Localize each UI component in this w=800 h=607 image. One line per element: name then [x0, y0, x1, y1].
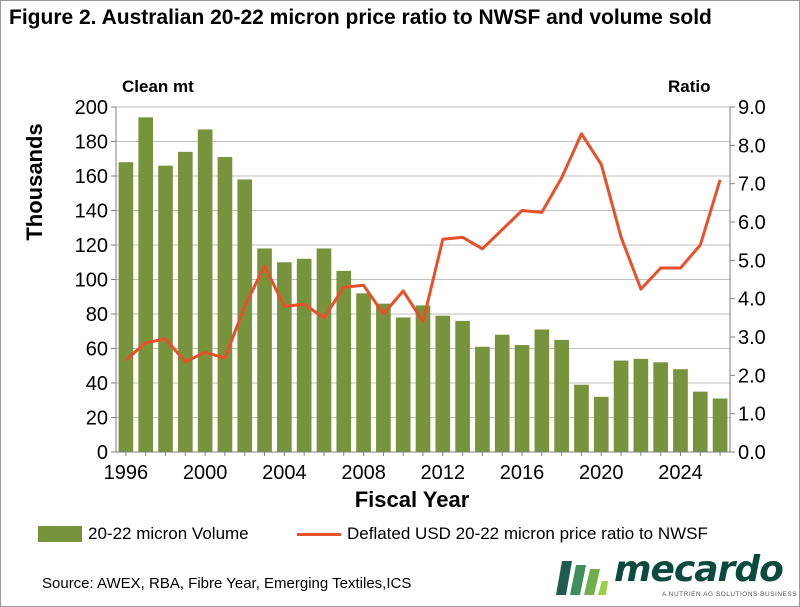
right-tick-label: 2.0	[738, 365, 766, 387]
right-axis-ticks: 0.0 1.0 2.0 3.0 4.0 5.0 6.0 7.0 8.0 9.0	[730, 97, 766, 464]
mecardo-wordmark: mecardo	[614, 549, 784, 590]
volume-bar-2016	[514, 345, 530, 452]
volume-bar-2014	[475, 346, 490, 452]
volume-bar-2003	[257, 248, 272, 452]
volume-bar-2011	[415, 305, 431, 452]
volume-bar-2015	[494, 334, 510, 452]
volume-bar-1999	[177, 151, 193, 452]
volume-bar-2024	[673, 369, 688, 452]
volume-bar-1998	[158, 165, 173, 452]
left-tick-label: 80	[86, 304, 108, 326]
left-axis-ticks: 0 20 40 60 80 100 120 140 160 180 200	[75, 97, 116, 464]
volume-bar-2017	[534, 329, 550, 452]
volume-bar-1997	[138, 117, 154, 452]
legend-swatch-ratio	[297, 532, 341, 536]
volume-bar-2002	[237, 179, 253, 452]
volume-bar-2007	[336, 270, 352, 452]
x-tick-label: 2004	[262, 462, 307, 484]
ratio-line	[124, 132, 722, 364]
right-axis-unit-label: Ratio	[668, 77, 711, 96]
volume-bar-2012	[435, 315, 451, 452]
x-tick-label: 2000	[183, 462, 228, 484]
legend-item-volume: 20-22 micron Volume	[38, 524, 249, 544]
x-tick-label: 2016	[500, 462, 545, 484]
right-tick-label: 1.0	[738, 404, 766, 426]
source-note: Source: AWEX, RBA, Fibre Year, Emerging …	[42, 575, 412, 592]
volume-bar-2018	[554, 339, 569, 452]
left-tick-label: 200	[75, 97, 108, 119]
volume-bar-2019	[574, 384, 589, 452]
volume-bar-2021	[613, 360, 629, 452]
left-tick-label: 40	[86, 373, 108, 395]
chart-title: Figure 2. Australian 20-22 micron price …	[9, 6, 712, 29]
volume-bar-2001	[217, 157, 233, 452]
x-axis-title: Fiscal Year	[354, 487, 470, 512]
legend-item-ratio: Deflated USD 20-22 micron price ratio to…	[297, 524, 708, 544]
mecardo-tagline: A NUTRIEN AG SOLUTIONS BUSINESS	[662, 591, 798, 598]
left-axis-unit-label: Clean mt	[122, 77, 194, 96]
volume-bar-2023	[653, 362, 669, 452]
mecardo-logo-icon	[556, 561, 608, 595]
right-tick-label: 8.0	[738, 135, 766, 157]
left-tick-label: 160	[75, 166, 108, 188]
left-tick-label: 120	[75, 235, 108, 257]
x-tick-label: 2024	[658, 462, 703, 484]
legend-swatch-volume	[38, 526, 82, 542]
x-tick-label: 2020	[579, 462, 624, 484]
volume-bar-2009	[376, 303, 391, 452]
x-tick-label: 1996	[104, 462, 149, 484]
left-tick-label: 60	[86, 339, 108, 361]
volume-bar-2020	[593, 396, 609, 452]
volume-bar-2005	[296, 258, 312, 452]
x-axis-ticks: 1996 2000 2004 2008 2012 2016 2020 2024	[104, 452, 721, 484]
right-tick-label: 3.0	[738, 327, 766, 349]
volume-bars	[118, 117, 728, 453]
right-tick-label: 4.0	[738, 289, 766, 311]
left-tick-label: 0	[97, 442, 108, 464]
right-tick-label: 7.0	[738, 174, 766, 196]
volume-bar-1996	[118, 162, 134, 452]
volume-bar-2010	[395, 317, 411, 452]
volume-bar-2008	[356, 293, 371, 452]
volume-bar-2004	[277, 262, 292, 452]
legend-label-volume: 20-22 micron Volume	[88, 524, 249, 543]
left-tick-label: 20	[86, 408, 108, 430]
legend-label-ratio: Deflated USD 20-22 micron price ratio to…	[347, 524, 708, 543]
volume-bar-2006	[316, 248, 332, 452]
volume-bar-2022	[633, 358, 649, 452]
right-tick-label: 6.0	[738, 212, 766, 234]
x-tick-label: 2012	[421, 462, 466, 484]
volume-bar-2013	[455, 320, 470, 452]
right-tick-label: 0.0	[738, 442, 766, 464]
y-axis-title: Thousands	[22, 123, 47, 241]
left-tick-label: 180	[75, 132, 108, 154]
volume-bar-2026	[712, 398, 728, 452]
x-tick-label: 2008	[341, 462, 386, 484]
left-tick-label: 140	[75, 201, 108, 223]
volume-bar-2000	[197, 129, 213, 453]
right-tick-label: 5.0	[738, 250, 766, 272]
right-tick-label: 9.0	[738, 97, 766, 119]
left-tick-label: 100	[75, 270, 108, 292]
volume-bar-2025	[692, 391, 708, 452]
mecardo-logo: mecardo A NUTRIEN AG SOLUTIONS BUSINESS	[554, 549, 798, 601]
